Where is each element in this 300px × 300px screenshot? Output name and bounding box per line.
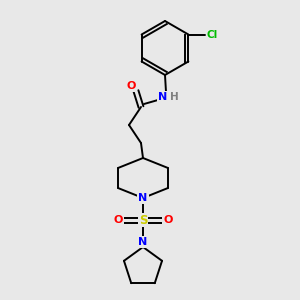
Text: O: O (163, 215, 173, 225)
Text: H: H (169, 92, 178, 102)
Text: N: N (138, 237, 148, 247)
Text: Cl: Cl (207, 29, 218, 40)
Text: S: S (139, 214, 147, 226)
Text: O: O (126, 81, 136, 91)
Text: N: N (158, 92, 168, 102)
Text: O: O (113, 215, 123, 225)
Text: N: N (138, 193, 148, 203)
